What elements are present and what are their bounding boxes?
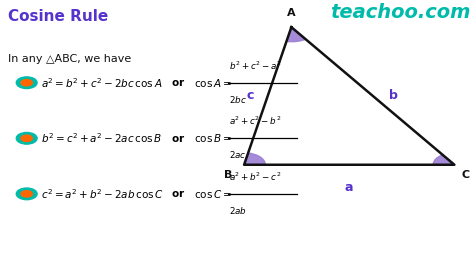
- Circle shape: [21, 80, 32, 86]
- Text: $b^2 + c^2 - a^2$: $b^2 + c^2 - a^2$: [229, 59, 281, 72]
- Wedge shape: [433, 155, 455, 165]
- Circle shape: [21, 135, 32, 142]
- Text: a: a: [345, 181, 354, 194]
- Text: B: B: [224, 170, 232, 180]
- Text: $2bc$: $2bc$: [229, 94, 247, 105]
- Text: $\cos A = $: $\cos A = $: [193, 77, 231, 89]
- Text: c: c: [246, 89, 254, 102]
- Text: $a^2 = b^2 + c^2 - 2bc\,\cos A$: $a^2 = b^2 + c^2 - 2bc\,\cos A$: [41, 76, 162, 90]
- Text: teachoo.com: teachoo.com: [330, 3, 471, 22]
- Text: $2ac$: $2ac$: [229, 149, 246, 160]
- Text: $\cos B = $: $\cos B = $: [193, 132, 231, 144]
- Text: C: C: [462, 170, 470, 180]
- Text: $b^2 = c^2 + a^2 - 2ac\,\cos B$: $b^2 = c^2 + a^2 - 2ac\,\cos B$: [41, 131, 162, 145]
- Text: $c^2 = a^2 + b^2 - 2ab\,\cos C$: $c^2 = a^2 + b^2 - 2ab\,\cos C$: [41, 187, 164, 201]
- Text: In any △ABC, we have: In any △ABC, we have: [8, 54, 131, 64]
- Text: b: b: [390, 89, 398, 102]
- Wedge shape: [244, 153, 265, 165]
- Circle shape: [16, 77, 37, 89]
- Text: A: A: [287, 8, 296, 18]
- Text: $\mathbf{or}$: $\mathbf{or}$: [171, 188, 185, 199]
- Circle shape: [16, 188, 37, 200]
- Wedge shape: [286, 27, 306, 42]
- Text: $\mathbf{or}$: $\mathbf{or}$: [171, 77, 185, 88]
- Text: $a^2 + b^2 - c^2$: $a^2 + b^2 - c^2$: [229, 170, 281, 183]
- Text: Cosine Rule: Cosine Rule: [8, 9, 108, 24]
- Text: $\cos C = $: $\cos C = $: [193, 188, 231, 200]
- Text: $a^2 + c^2 - b^2$: $a^2 + c^2 - b^2$: [229, 115, 281, 127]
- Text: $2ab$: $2ab$: [229, 205, 247, 216]
- Text: $\mathbf{or}$: $\mathbf{or}$: [171, 133, 185, 144]
- Circle shape: [16, 132, 37, 144]
- Circle shape: [21, 191, 32, 197]
